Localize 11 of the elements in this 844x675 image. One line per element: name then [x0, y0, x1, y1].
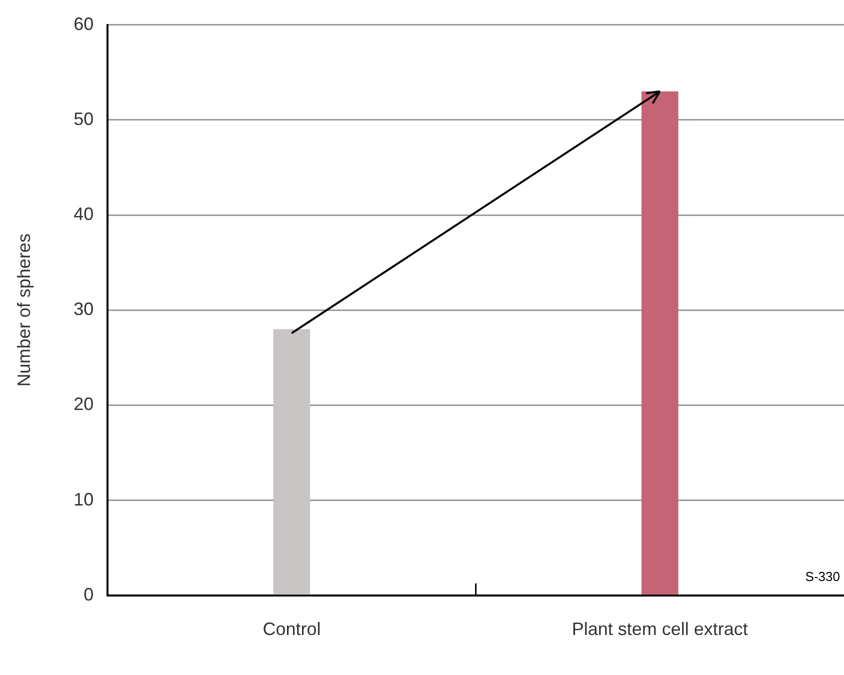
- y-tick-label: 0: [84, 584, 94, 604]
- x-tick-label: Plant stem cell extract: [572, 619, 748, 640]
- x-tick-label: Control: [262, 619, 321, 640]
- y-tick-label: 60: [74, 14, 94, 34]
- y-tick-label: 40: [74, 204, 94, 224]
- y-axis-title: Number of spheres: [14, 234, 34, 387]
- annotation: S-330: [805, 569, 840, 584]
- y-tick-label: 10: [74, 489, 94, 510]
- y-tick-label: 20: [74, 394, 94, 414]
- y-tick-label: 50: [74, 108, 94, 129]
- y-tick-label: 30: [74, 299, 94, 320]
